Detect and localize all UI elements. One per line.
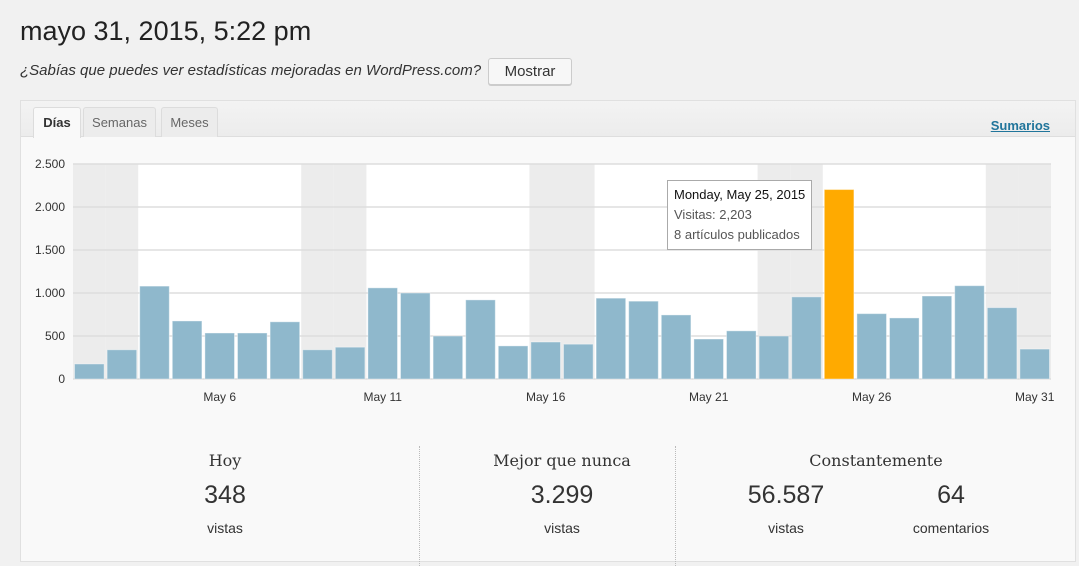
tab-weeks[interactable]: Semanas: [83, 107, 156, 137]
y-tick-label: 2.500: [35, 157, 65, 171]
bar-may-27: [889, 317, 920, 380]
weekend-band: [105, 164, 139, 379]
bar-may-13: [432, 335, 464, 380]
stat-best: Mejor que nunca 3.299 vistas: [447, 451, 677, 537]
bar-may-7: [237, 332, 268, 380]
weekend-band: [562, 164, 595, 379]
stat-today-value: 348: [204, 481, 246, 509]
bar-may-8: [269, 321, 301, 380]
bar-may-26: [856, 313, 888, 380]
bar-may-25: [823, 189, 855, 380]
y-tick-label: 1.500: [35, 243, 65, 257]
stat-all-time: Constantemente 56.587 vistas 64 comentario…: [711, 451, 1041, 537]
bar-may-12: [400, 292, 431, 380]
bar-may-29: [954, 285, 985, 380]
x-tick-label: May 6: [203, 390, 236, 404]
tooltip-visits: Visitas: 2,203: [674, 207, 752, 222]
y-tick-label: 2.000: [35, 200, 65, 214]
summaries-link[interactable]: Sumarios: [990, 118, 1050, 133]
y-tick-label: 0: [58, 372, 65, 386]
tab-bar: Días Semanas Meses Sumarios: [21, 101, 1075, 138]
page-title: mayo 31, 2015, 5:22 pm: [20, 16, 312, 46]
x-tick-label: May 21: [689, 390, 729, 404]
bar-may-15: [497, 345, 529, 380]
chart-tooltip: Monday, May 25, 2015 Visitas: 2,203 8 ar…: [667, 180, 813, 250]
weekend-band: [333, 164, 367, 379]
divider: [675, 446, 676, 566]
bar-may-21: [693, 338, 725, 380]
promo-text: ¿Sabías que puedes ver estadísticas mejo…: [20, 62, 482, 79]
show-button[interactable]: Mostrar: [488, 58, 572, 85]
tooltip-posts: 8 artículos publicados: [674, 227, 800, 242]
x-tick-label: May 16: [526, 390, 566, 404]
tooltip-date: Monday, May 25, 2015: [674, 187, 806, 202]
bar-may-22: [726, 330, 757, 380]
stat-best-unit: vistas: [544, 520, 580, 536]
bar-may-30: [986, 307, 1018, 380]
x-tick-label: May 31: [1015, 390, 1055, 404]
tab-months[interactable]: Meses: [161, 107, 218, 137]
views-chart: 0 500 1.000 1.500 2.000 2.500 May 6 May 11 May 1…: [35, 157, 1055, 404]
stat-all-views-unit: vistas: [768, 520, 804, 536]
weekend-band: [73, 164, 106, 379]
stat-best-value: 3.299: [530, 481, 594, 509]
x-tick-label: May 11: [363, 390, 402, 404]
weekend-band: [1018, 164, 1051, 379]
divider: [419, 446, 420, 566]
y-tick-label: 500: [45, 329, 65, 343]
stat-today-unit: vistas: [207, 520, 243, 536]
stat-best-title: Mejor que nunca: [493, 451, 631, 470]
bar-may-16: [530, 341, 561, 380]
stat-all-comments: 64: [937, 481, 965, 509]
bar-may-17: [563, 343, 594, 380]
bar-may-14: [465, 299, 496, 380]
x-tick-label: May 26: [852, 390, 892, 404]
stats-panel: Días Semanas Meses Sumarios 0 500 1.000 1.5…: [20, 100, 1076, 566]
bar-may-11: [367, 287, 398, 380]
bar-may-20: [660, 314, 692, 380]
bar-may-28: [921, 295, 953, 380]
stat-all-views: 56.587: [747, 481, 825, 509]
bar-may-4: [139, 285, 170, 380]
bar-may-31: [1019, 348, 1051, 380]
bar-may-5: [171, 320, 203, 380]
stat-all-comments-unit: comentarios: [912, 520, 990, 536]
stat-today: Hoy 348 vistas: [125, 451, 325, 537]
bar-may-10: [334, 346, 366, 380]
bar-may-23: [758, 335, 790, 380]
bar-may-19: [628, 300, 659, 380]
tab-days[interactable]: Días: [33, 107, 81, 138]
bar-may-2: [74, 363, 105, 380]
stat-all-title: Constantemente: [809, 451, 943, 470]
bar-may-6: [204, 332, 235, 380]
weekend-band: [301, 164, 334, 379]
bar-may-3: [106, 349, 138, 380]
bar-may-24: [791, 296, 822, 380]
y-tick-label: 1.000: [35, 286, 65, 300]
bar-may-9: [302, 349, 333, 380]
stat-today-title: Hoy: [208, 451, 242, 470]
bar-may-18: [595, 297, 627, 380]
